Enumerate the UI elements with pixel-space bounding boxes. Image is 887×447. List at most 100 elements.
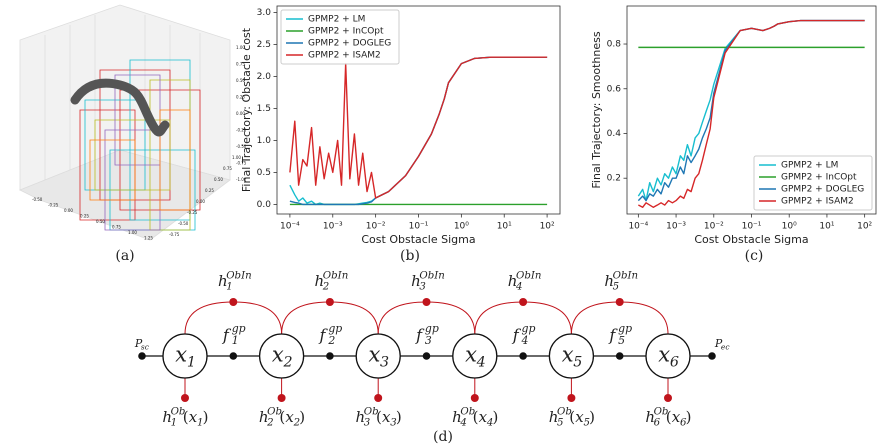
- x-tick-label: 10²: [540, 222, 555, 232]
- x-tick-label: 10⁻¹: [742, 222, 762, 232]
- math-text: Ob: [557, 406, 572, 417]
- z-tick-label: -1.00: [236, 177, 247, 182]
- ob-factor: [374, 394, 383, 402]
- panel-a-decor: [19, 4, 231, 241]
- math-text: 4: [486, 418, 493, 429]
- obin-factor: [519, 298, 528, 306]
- y-tick-label: 3.0: [257, 8, 272, 18]
- math-text: h: [411, 272, 421, 290]
- z-tick-label: -0.75: [236, 161, 247, 166]
- math-text: x: [175, 343, 187, 367]
- legend-label: GPMP2 + DOGLEG: [308, 39, 391, 49]
- ob-factor: [277, 394, 286, 402]
- math-text: 4: [515, 282, 522, 293]
- z-tick-label: -0.50: [236, 144, 247, 149]
- end-factor: [708, 352, 716, 360]
- legend-label: GPMP2 + InCOpt: [308, 27, 384, 37]
- math-text: P: [714, 337, 723, 350]
- x-tick-label: 10²: [857, 222, 872, 232]
- math-text: x: [672, 408, 681, 426]
- x-tick-label: 1.25: [144, 236, 153, 241]
- y-tick-label: 0.25: [205, 188, 214, 193]
- x-tick-label: 0.75: [112, 225, 121, 230]
- x-tick-label: 10⁻⁴: [280, 222, 300, 232]
- x-tick-label: -0.50: [32, 197, 43, 202]
- math-text: 2: [266, 418, 273, 429]
- series-line: [289, 56, 548, 206]
- y-tick-label: 2.0: [257, 72, 272, 82]
- math-text: x: [285, 408, 294, 426]
- math-text: 6: [670, 354, 679, 370]
- x-tick-label: 1.00: [128, 230, 137, 235]
- math-text: 1: [187, 354, 196, 370]
- y-tick-label: 0.0: [257, 200, 272, 210]
- legend-label: GPMP2 + InCOpt: [781, 173, 857, 183]
- start-factor: [138, 352, 146, 360]
- z-tick-label: 0.75: [236, 62, 245, 67]
- math-text: gp: [328, 322, 342, 335]
- y-tick-label: 0.2: [607, 174, 621, 184]
- z-tick-label: 0.50: [236, 78, 245, 83]
- z-tick-label: 0.25: [236, 95, 245, 100]
- math-text: x: [479, 408, 488, 426]
- math-text: x: [272, 343, 284, 367]
- math-text: ): [203, 408, 209, 426]
- gp-factor: [519, 352, 527, 360]
- ob-factor: [567, 394, 576, 402]
- math-text: f: [415, 326, 425, 345]
- math-text: f: [512, 326, 522, 345]
- legend-label: GPMP2 + DOGLEG: [781, 185, 864, 195]
- math-text: ObIn: [516, 270, 541, 281]
- robot-trajectory: [70, 78, 170, 137]
- math-text: 2: [293, 418, 300, 429]
- math-text: x: [562, 343, 574, 367]
- math-text: h: [218, 272, 228, 290]
- legend-box: [753, 155, 873, 211]
- x-tick-label: 0.50: [96, 219, 105, 224]
- math-text: x: [465, 343, 477, 367]
- obin-factor: [325, 298, 334, 306]
- z-tick-label: 1.00: [236, 45, 245, 50]
- series-line: [289, 56, 548, 199]
- math-text: (: [376, 408, 382, 426]
- math-text: 4: [476, 354, 486, 370]
- caption: (d): [433, 429, 453, 445]
- math-text: 5: [583, 418, 589, 429]
- y-axis-label: Final Trajectory: Obstacle cost: [240, 27, 253, 192]
- x-tick-label: 10¹: [819, 222, 834, 232]
- math-text: sc: [141, 342, 150, 351]
- math-text: gp: [425, 322, 439, 335]
- math-text: (: [183, 408, 189, 426]
- math-text: Ob: [460, 406, 475, 417]
- math-text: 2: [282, 354, 292, 370]
- y-tick-label: -0.50: [178, 221, 189, 226]
- math-text: 3: [425, 334, 432, 347]
- legend-label: GPMP2 + ISAM2: [781, 197, 854, 207]
- variable-node: [258, 333, 305, 379]
- math-text: 5: [613, 282, 619, 293]
- y-tick-label: 0.00: [196, 199, 205, 204]
- y-axis-label: Final Trajectory: Smoothness: [590, 31, 603, 188]
- obstacle: [89, 109, 191, 211]
- x-tick-label: 10⁰: [782, 222, 797, 232]
- series-line: [289, 56, 548, 206]
- x-axis-label: Cost Obstacle Sigma: [361, 233, 475, 246]
- math-text: 1: [197, 418, 203, 429]
- variable-node: [162, 333, 208, 379]
- gp-factor: [229, 352, 238, 360]
- math-text: 5: [618, 334, 625, 347]
- x-tick-label: 10⁻³: [323, 222, 343, 232]
- math-text: 5: [573, 354, 582, 370]
- math-text: Ob: [171, 406, 186, 417]
- math-text: (: [279, 408, 285, 426]
- obin-factor: [615, 298, 624, 306]
- variable-node: [548, 333, 595, 379]
- math-text: 3: [390, 418, 396, 429]
- obin-factor: [229, 298, 238, 306]
- math-text: ): [686, 408, 692, 426]
- math-text: h: [452, 408, 462, 426]
- math-text: h: [356, 408, 366, 426]
- x-tick-label: 10⁻³: [666, 222, 686, 232]
- gp-factor: [326, 352, 334, 360]
- variable-node: [355, 333, 401, 379]
